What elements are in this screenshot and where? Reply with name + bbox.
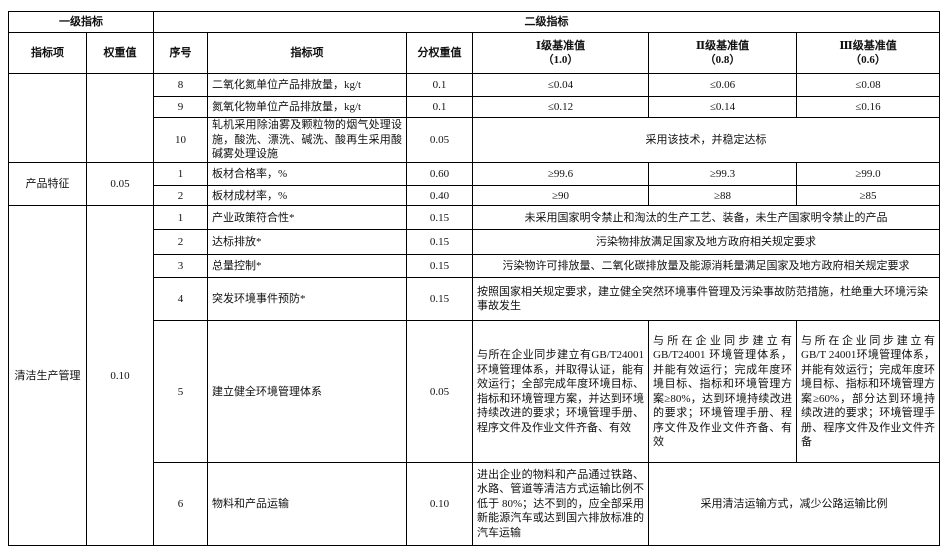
- grade3-value: 与所在企业同步建立有GB/T 24001环境管理体系，并能有效运行；完成年度环境…: [795, 320, 941, 463]
- grade3-value: ≥85: [795, 185, 941, 206]
- table-row: 产品特征 0.05 1 板材合格率，% 0.60 ≥99.6 ≥99.3 ≥99…: [8, 162, 941, 206]
- group-name-cell: 清洁生产管理: [8, 205, 87, 546]
- row-weight: 0.05: [406, 117, 473, 163]
- col-header: Ⅰ级基准值 （1.0）: [472, 32, 649, 74]
- row-no: 9: [153, 96, 208, 118]
- row-item: 物料和产品运输: [207, 462, 407, 546]
- row-item: 轧机采用除油雾及颗粒物的烟气处理设施，酸洗、漂洗、碱洗、酸再生采用酸碱雾处理设施: [207, 117, 407, 163]
- grade3-value: ≤0.08: [795, 73, 941, 97]
- header-row-1: 一级指标 二级指标: [8, 11, 941, 33]
- row-no: 10: [153, 117, 208, 163]
- table-row: 8 二氧化氮单位产品排放量，kg/t 0.1 ≤0.04 ≤0.06 ≤0.08: [8, 73, 941, 163]
- row-item: 板材合格率，%: [207, 162, 407, 186]
- all-grades-value: 污染物排放满足国家及地方政府相关规定要求: [471, 229, 941, 255]
- grade3-value: ≤0.16: [795, 96, 941, 118]
- col-header: 指标项: [8, 32, 87, 74]
- row-weight: 0.10: [406, 462, 473, 546]
- table-row: 6 物料和产品运输 0.10 进出企业的物料和产品通过铁路、水路、管道等清洁方式…: [9, 462, 941, 546]
- row-weight: 0.15: [406, 205, 473, 230]
- row-no: 1: [153, 162, 208, 186]
- grade2-label: Ⅱ级基准值: [695, 40, 750, 52]
- row-item: 板材成材率，%: [207, 185, 407, 206]
- level2-header: 二级指标: [152, 11, 941, 33]
- row-item: 建立健全环境管理体系: [207, 320, 407, 463]
- row-no: 1: [153, 205, 208, 230]
- row-item: 二氧化氮单位产品排放量，kg/t: [207, 73, 407, 97]
- grade3-weight: （0.6）: [850, 54, 886, 66]
- all-grades-value: 采用该技术，并稳定达标: [471, 117, 941, 163]
- grade1-value: ≥90: [472, 185, 649, 206]
- group-name-cell: 产品特征: [8, 162, 87, 206]
- group-weight-cell: 0.10: [86, 205, 154, 546]
- col-header: 分权重值: [406, 32, 473, 74]
- grade1-value: ≥99.6: [472, 162, 649, 186]
- group-weight-cell: 0.05: [86, 162, 154, 206]
- row-no: 6: [153, 462, 208, 546]
- row-weight: 0.40: [406, 185, 473, 206]
- all-grades-value: 污染物许可排放量、二氧化碳排放量及能源消耗量满足国家及地方政府相关规定要求: [471, 254, 941, 278]
- grade1-label: Ⅰ级基准值: [535, 40, 586, 52]
- table-row: 5 建立健全环境管理体系 0.05 与所在企业同步建立有GB/T24001环境管…: [9, 320, 941, 463]
- row-weight: 0.15: [406, 254, 473, 278]
- grade1-value: 与所在企业同步建立有GB/T24001环境管理体系，并取得认证，能有效运行；全部…: [472, 320, 649, 463]
- grade2-value: ≤0.06: [648, 73, 797, 97]
- group-weight-cell: [86, 73, 154, 163]
- col-header: Ⅲ级基准值 （0.6）: [795, 32, 941, 74]
- row-item: 突发环境事件预防*: [207, 277, 407, 321]
- row-no: 2: [153, 229, 208, 255]
- level1-header: 一级指标: [8, 11, 154, 33]
- grade3-label: Ⅲ级基准值: [839, 40, 897, 52]
- row-item: 氮氧化物单位产品排放量，kg/t: [207, 96, 407, 118]
- row-weight: 0.60: [406, 162, 473, 186]
- row-weight: 0.1: [406, 96, 473, 118]
- row-item: 产业政策符合性*: [207, 205, 407, 230]
- row-weight: 0.15: [406, 277, 473, 321]
- col-header: 序号: [153, 32, 208, 74]
- row-weight: 0.15: [406, 229, 473, 255]
- group-name-cell: [8, 73, 87, 163]
- grade2-value: ≤0.14: [648, 96, 797, 118]
- row-weight: 0.1: [406, 73, 473, 97]
- row-no: 5: [153, 320, 208, 463]
- row-weight: 0.05: [406, 320, 473, 463]
- table-row: 2 板材成材率，% 0.40 ≥90 ≥88 ≥85: [9, 185, 941, 206]
- indicator-table: 一级指标 二级指标 指标项 权重值 序号 指标项 分权重值 Ⅰ级基准值 （1.0）…: [8, 11, 941, 546]
- row-no: 3: [153, 254, 208, 278]
- header-row-2: 指标项 权重值 序号 指标项 分权重值 Ⅰ级基准值 （1.0） Ⅱ级基准值 （0.8…: [8, 32, 941, 74]
- grade3-value: ≥99.0: [795, 162, 941, 186]
- table-row: 10 轧机采用除油雾及颗粒物的烟气处理设施，酸洗、漂洗、碱洗、酸再生采用酸碱雾处…: [9, 117, 941, 163]
- grade1-value: ≤0.04: [472, 73, 649, 97]
- grade2-value: 与所在企业同步建立有GB/T24001 环境管理体系，并能有效运行；完成年度环境…: [648, 320, 797, 463]
- table-row: 清洁生产管理 0.10 1 产业政策符合性* 0.15 未采用国家明令禁止和淘汰…: [8, 205, 941, 546]
- col-header: 指标项: [207, 32, 407, 74]
- grade1-value: ≤0.12: [472, 96, 649, 118]
- grade1-value: 进出企业的物料和产品通过铁路、水路、管道等清洁方式运输比例不低于 80%；达不到…: [472, 462, 649, 546]
- row-item: 总量控制*: [207, 254, 407, 278]
- col-header: 权重值: [86, 32, 154, 74]
- row-item: 达标排放*: [207, 229, 407, 255]
- grade2-value: ≥88: [648, 185, 797, 206]
- row-no: 2: [153, 185, 208, 206]
- col-header: Ⅱ级基准值 （0.8）: [648, 32, 797, 74]
- grade1-weight: （1.0）: [542, 54, 579, 66]
- row-no: 4: [153, 277, 208, 321]
- table-row: 2 达标排放* 0.15 污染物排放满足国家及地方政府相关规定要求: [9, 229, 941, 255]
- row-no: 8: [153, 73, 208, 97]
- grade2-value: ≥99.3: [648, 162, 797, 186]
- grade2-weight: （0.8）: [704, 54, 741, 66]
- grade2-3-value: 采用清洁运输方式，减少公路运输比例: [647, 462, 941, 546]
- all-grades-value: 未采用国家明令禁止和淘汰的生产工艺、装备，未生产国家明令禁止的产品: [471, 205, 941, 230]
- all-grades-value: 按照国家相关规定要求，建立健全突然环境事件管理及污染事故防范措施，杜绝重大环境污…: [471, 277, 941, 321]
